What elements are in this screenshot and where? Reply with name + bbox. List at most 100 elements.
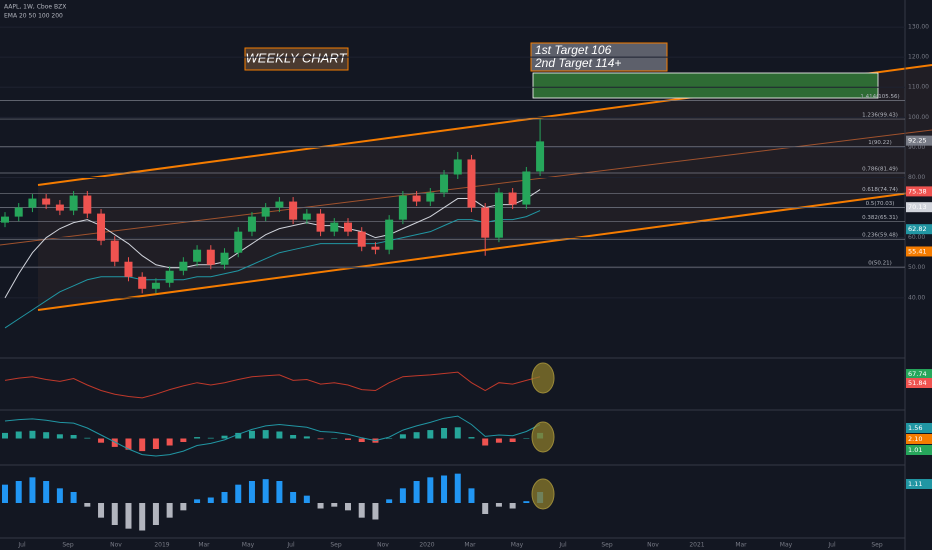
fib-label: 0.236(59.48) <box>862 233 898 239</box>
candle-body <box>138 276 147 289</box>
candle-body <box>522 171 531 205</box>
histogram-bar <box>139 438 146 452</box>
histogram-bar <box>29 430 36 439</box>
histogram-bar <box>386 438 393 439</box>
histogram-bar <box>125 438 132 450</box>
candle-body <box>247 216 256 232</box>
candle-body <box>398 195 407 220</box>
candle-body <box>261 207 270 217</box>
chart-label: WEEKLY CHART <box>246 50 348 65</box>
candle-body <box>55 204 64 211</box>
histogram-bar <box>413 432 420 439</box>
histogram-bar <box>345 438 351 440</box>
histogram-bar <box>180 503 187 511</box>
y-tick-label: 60.00 <box>908 234 925 241</box>
histogram-bar <box>482 503 489 514</box>
candle-body <box>28 198 37 208</box>
fib-label: 0.382(65.31) <box>862 215 898 221</box>
histogram-bar <box>207 437 214 439</box>
histogram-bar <box>454 473 461 503</box>
histogram-bar <box>56 488 63 503</box>
histogram-bar <box>509 438 516 442</box>
ema-line <box>4 210 541 329</box>
y-tick-label: 50.00 <box>908 264 925 271</box>
histogram-bar <box>221 492 228 503</box>
candle-body <box>426 192 435 202</box>
candle-body <box>83 195 92 214</box>
highlight-ellipse <box>531 478 555 510</box>
price-tag-label: 67.74 <box>908 370 927 378</box>
candle-body <box>316 213 325 232</box>
price-tag-label: 2.10 <box>908 435 922 443</box>
target-zone <box>532 72 879 99</box>
x-tick-label: 2020 <box>419 542 434 549</box>
x-tick-label: Jul <box>286 542 295 549</box>
histogram-bar <box>427 430 434 439</box>
histogram-bar <box>235 432 242 439</box>
x-tick-label: Nov <box>647 542 659 549</box>
candle-body <box>124 261 133 277</box>
x-tick-label: Mar <box>198 542 210 549</box>
label-box <box>244 47 349 71</box>
candle-body <box>206 249 215 265</box>
histogram-bar <box>317 503 324 509</box>
x-tick-label: Jul <box>17 542 26 549</box>
histogram-bar <box>290 435 297 439</box>
histogram-bar <box>399 488 406 503</box>
candle-body <box>275 201 284 208</box>
histogram-bar <box>84 437 91 439</box>
histogram-bar <box>207 497 214 503</box>
histogram-bar <box>194 499 201 503</box>
histogram-bar <box>262 479 269 503</box>
histogram-bar <box>523 501 530 503</box>
price-tag <box>906 434 932 444</box>
histogram-bar <box>386 499 393 503</box>
histogram-bar <box>248 430 255 439</box>
x-tick-label: Nov <box>377 542 389 549</box>
candle-body <box>344 222 352 232</box>
candle-body <box>357 231 366 247</box>
histogram-bar <box>194 437 201 439</box>
indicator-line <box>4 371 541 399</box>
x-tick-label: Jul <box>558 542 567 549</box>
histogram-bar <box>15 431 22 439</box>
candle-body <box>371 246 380 250</box>
candle-body <box>14 207 23 217</box>
fib-label: 0.5(70.03) <box>866 201 895 207</box>
fib-label: 1.414(105.56) <box>860 94 899 100</box>
candle-body <box>440 174 449 193</box>
histogram-bar <box>276 431 283 439</box>
price-tag-label: 70.13 <box>908 203 927 211</box>
candle-body <box>467 159 476 208</box>
fib-label: 0.786(81.49) <box>862 167 898 173</box>
candle-body <box>508 192 517 205</box>
y-tick-label: 80.00 <box>908 174 925 181</box>
fib-label: 1.236(99.43) <box>862 113 898 119</box>
target-2: 2nd Target 114+ <box>534 56 621 70</box>
x-tick-label: Jul <box>827 542 836 549</box>
histogram-bar <box>125 503 132 529</box>
price-tag-label: 1.56 <box>908 424 922 432</box>
histogram-bar <box>43 432 50 439</box>
study: EMA 20 50 100 200 <box>4 13 63 20</box>
y-tick-label: 120.00 <box>908 54 929 61</box>
price-tag <box>906 378 932 388</box>
candle-body <box>330 222 339 232</box>
candle-body <box>151 282 160 289</box>
x-tick-label: Sep <box>601 542 613 549</box>
x-tick-label: Mar <box>735 542 747 549</box>
histogram-bar <box>2 432 8 439</box>
highlight-ellipse <box>531 362 555 394</box>
histogram-bar <box>303 495 310 503</box>
target-1: 1st Target 106 <box>535 43 612 57</box>
histogram-bar <box>262 430 269 439</box>
candle-body <box>1 216 9 223</box>
fib-label: 0.618(74.74) <box>862 187 898 193</box>
histogram-bar <box>358 438 365 442</box>
x-tick-label: May <box>780 542 793 549</box>
histogram-bar <box>248 481 255 503</box>
price-tag-label: 75.38 <box>908 187 927 195</box>
price-tag <box>906 423 932 433</box>
histogram-bar <box>2 484 8 503</box>
